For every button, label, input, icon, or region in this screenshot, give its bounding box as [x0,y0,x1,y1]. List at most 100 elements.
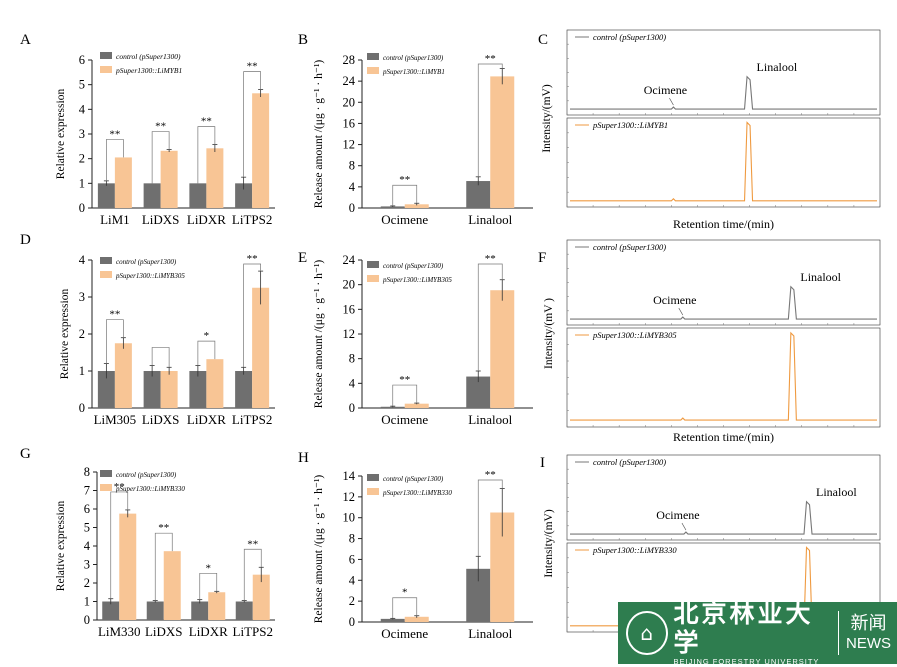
chart-G: G 0 1 2 3 4 5 6 7 8 Relative expression ** LiM330 ** L… [20,446,275,639]
legend-label: control (pSuper1300) [593,242,666,252]
panel-label: A [20,32,31,48]
y-axis-title: Release amount /(μg · g⁻¹ · h⁻¹) [313,475,325,624]
legend-label-control: control (pSuper1300) [116,52,181,61]
category-label: Linalool [468,412,512,427]
significance-mark: ** [247,61,258,73]
bar-control [97,183,115,208]
news-chinese: 新闻 [850,613,887,634]
y-tick-label: 10 [343,511,356,525]
significance-bracket [477,479,503,557]
significance-mark: * [204,330,210,342]
logo-chinese-name: 北京林业大学 [673,599,814,657]
y-tick-label: 16 [343,302,356,316]
legend-swatch-treatment [367,275,379,282]
y-tick-label: 6 [349,552,355,566]
legend-swatch-control [367,261,379,268]
legend-label-treatment: pSuper1300::LiMYB330 [115,485,185,493]
plot-frame [566,117,881,208]
panel-label: C [538,32,548,48]
bar-control [191,601,209,620]
chromatogram-trace [570,331,877,421]
y-tick-label: 6 [79,53,85,67]
legend-swatch-control [100,470,112,477]
seal-icon: ⌂ [626,611,668,655]
legend-label: pSuper1300::LiMYB1 [592,120,668,130]
significance-bracket [197,340,216,366]
y-tick-label: 28 [343,53,356,67]
y-tick-label: 2 [84,576,90,590]
y-tick-label: 14 [343,469,356,483]
y-tick-label: 3 [79,290,85,304]
bar-control [235,183,253,208]
significance-bracket [151,131,170,184]
chromatogram-trace [570,121,877,202]
significance-mark: ** [399,374,410,386]
annotation-linalool: Linalool [800,270,841,284]
y-tick-label: 2 [79,327,85,341]
significance-bracket [243,71,261,178]
category-label: Ocimene [381,212,428,227]
logo-english-name: BEIJING FORESTRY UNIVERSITY [673,657,820,666]
y-tick-label: 20 [343,95,356,109]
university-logo: ⌂ 北京林业大学 BEIJING FORESTRY UNIVERSITY 新闻 … [618,599,897,667]
legend-swatch-control [100,257,112,264]
legend-label: pSuper1300::LiMYB330 [592,545,677,555]
significance-bracket [243,548,262,601]
bar-control [189,183,207,208]
legend-swatch-treatment [367,67,379,74]
panel-label: B [298,32,308,48]
chromatogram-trace [570,75,877,110]
y-axis-title: Release amount /(μg · g⁻¹ · h⁻¹) [313,60,325,209]
y-tick-label: 4 [349,573,356,587]
y-tick-label: 8 [349,159,355,173]
significance-mark: ** [155,121,166,133]
significance-mark: * [402,587,408,599]
y-tick-label: 0 [349,401,355,415]
logo-news: 新闻 NEWS [846,613,891,653]
y-tick-label: 0 [79,201,85,215]
chart-A: A 0 1 2 3 4 5 6 Relative expression ** LiM1 ** LiDXS… [20,32,275,227]
legend-label-treatment: pSuper1300::LiMYB1 [115,66,182,75]
bar-treatment [404,204,429,208]
category-label: LiM330 [98,624,141,639]
y-tick-label: 1 [79,176,85,190]
x-axis-title: Retention time/(min) [673,217,774,231]
y-tick-label: 5 [84,521,90,535]
y-tick-label: 24 [343,74,356,88]
bar-control [143,183,161,208]
significance-mark: ** [485,253,496,265]
bar-treatment [404,403,429,408]
panel-label: D [20,232,31,248]
significance-mark: ** [109,309,120,321]
y-tick-label: 12 [343,490,356,504]
significance-bracket [477,63,503,177]
logo-text: 北京林业大学 BEIJING FORESTRY UNIVERSITY [674,599,832,667]
bar-control [143,371,161,408]
bar-treatment [252,93,270,208]
y-tick-label: 5 [79,78,85,92]
bar-control [466,181,491,208]
y-tick-label: 1 [79,364,85,378]
bar-treatment [490,290,515,408]
chart-D: D 0 1 2 3 4 Relative expression ** LiM305 LiDXS * L… [20,232,275,427]
category-label: LiDXS [142,212,180,227]
category-label: LiM1 [100,212,130,227]
y-tick-label: 7 [84,484,90,498]
significance-bracket [243,263,261,368]
y-tick-label: 2 [349,594,355,608]
legend-label: pSuper1300::LiMYB305 [592,330,677,340]
news-english: NEWS [846,635,891,652]
significance-mark: ** [114,481,125,493]
significance-bracket [154,532,173,601]
bar-treatment [404,616,429,622]
chart-B: B 0 4 8 12 16 20 24 28 Release amount /(μg · g⁻¹ … [298,32,533,227]
bar-control [235,601,253,620]
x-axis-title: Retention time/(min) [673,430,774,444]
annotation-linalool: Linalool [757,60,798,74]
panel-label: H [298,450,309,466]
bar-control [102,601,120,620]
plot-frame [566,327,881,428]
significance-mark: ** [158,522,169,534]
bar-treatment [114,343,132,408]
